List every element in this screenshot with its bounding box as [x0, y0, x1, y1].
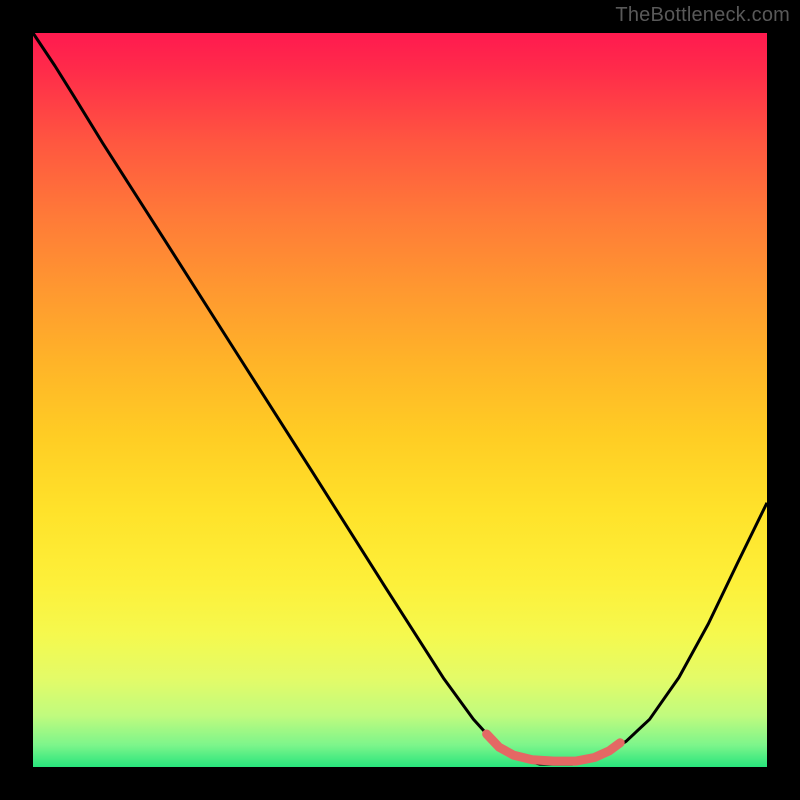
bottleneck-chart [0, 0, 800, 800]
watermark-label: TheBottleneck.com [615, 4, 790, 27]
chart-container: TheBottleneck.com [0, 0, 800, 800]
plot-background [33, 33, 767, 767]
